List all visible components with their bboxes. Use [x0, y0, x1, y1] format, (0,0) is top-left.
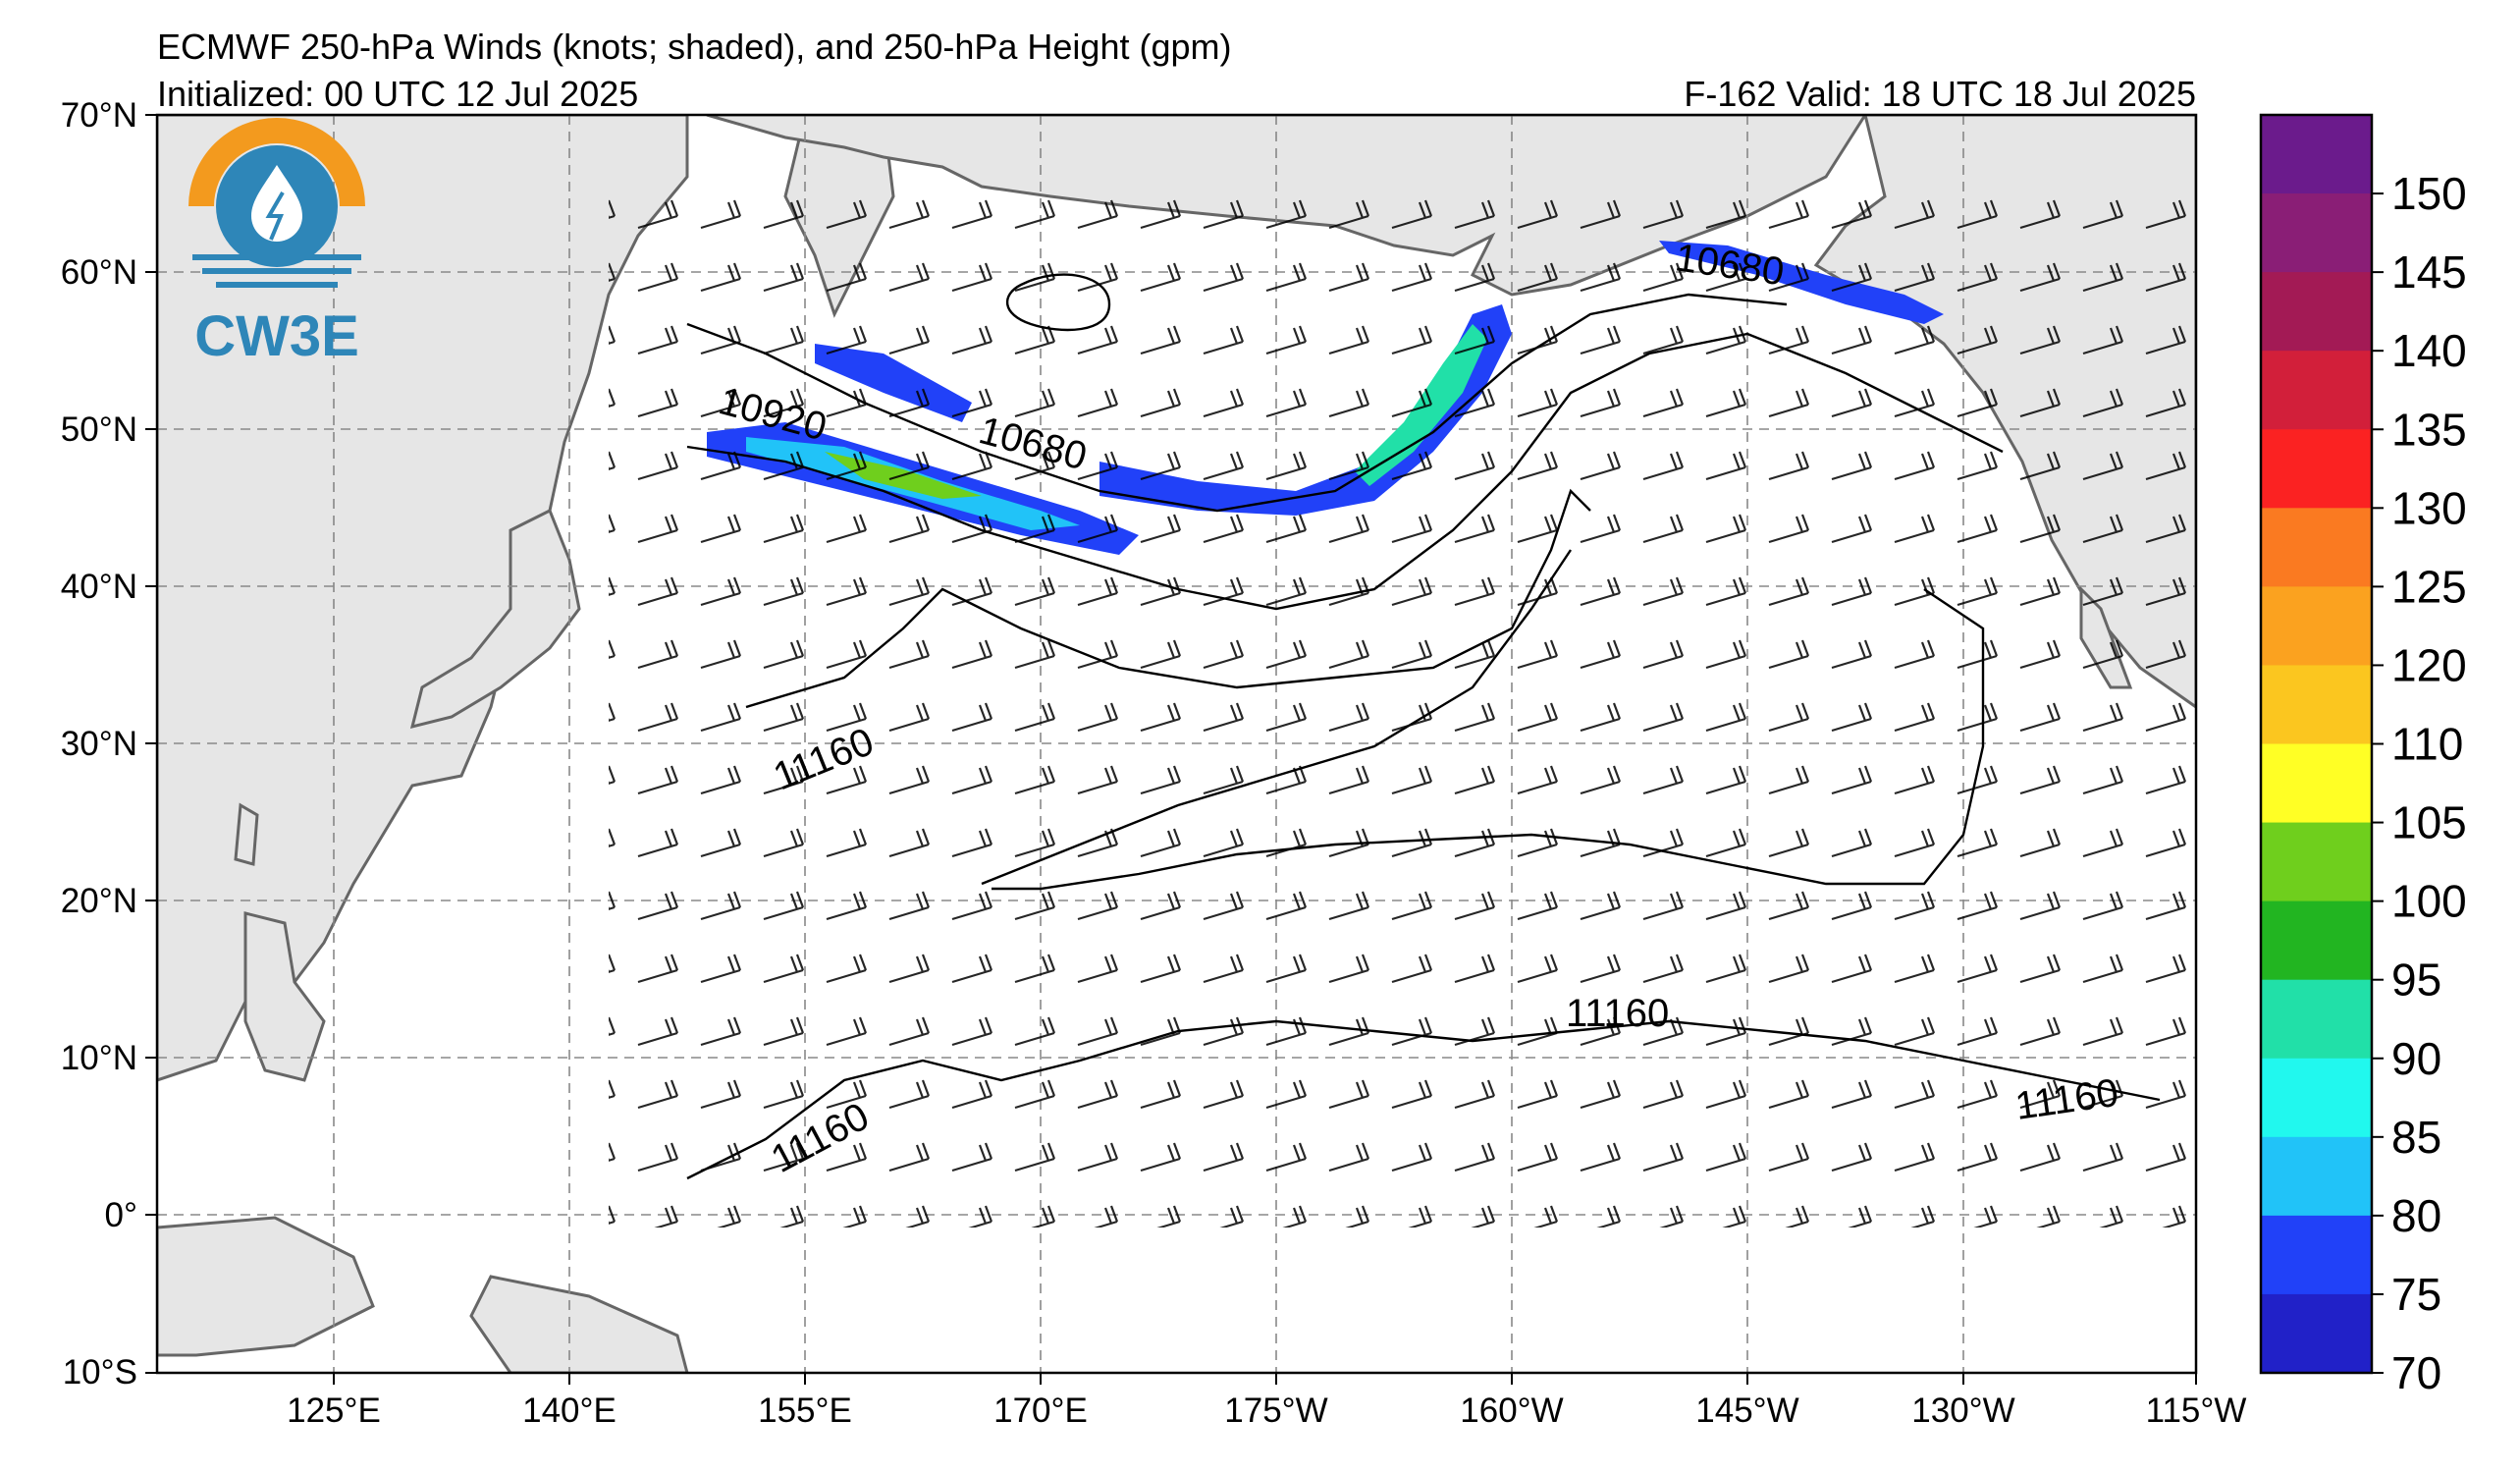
colorbar-tick-label: 135	[2391, 404, 2467, 455]
lat-label: 20°N	[61, 882, 137, 920]
valid-time-label: F-162 Valid: 18 UTC 18 Jul 2025	[1684, 74, 2196, 114]
colorbar-tick-label: 140	[2391, 325, 2467, 376]
lon-label: 145°W	[1695, 1391, 1798, 1430]
land-new-guinea	[469, 1275, 689, 1373]
colorbar-tick-label: 150	[2391, 168, 2467, 219]
lon-label: 130°W	[1911, 1391, 2014, 1430]
colorbar-swatch	[2261, 979, 2372, 1060]
contour-10920	[686, 332, 2004, 611]
colorbar-tick-label: 95	[2391, 955, 2441, 1006]
colorbar-swatch	[2261, 1215, 2372, 1295]
colorbar-swatch	[2261, 586, 2372, 666]
colorbar-tick-label: 125	[2391, 561, 2467, 612]
contour-11160-north	[745, 488, 1591, 709]
cw3e-logo: CW3E	[188, 118, 365, 368]
colorbar-swatch	[2261, 665, 2372, 744]
colorbar-swatch	[2261, 193, 2372, 273]
chart-title: ECMWF 250-hPa Winds (knots; shaded), and…	[157, 27, 1232, 67]
colorbar-swatch	[2261, 115, 2372, 194]
lat-label: 50°N	[61, 410, 137, 449]
colorbar-tick-label: 90	[2391, 1033, 2441, 1084]
colorbar-swatch	[2261, 822, 2372, 902]
map-area: 10920 10680 10680 11160 11160 11160 1116…	[157, 115, 2196, 1373]
lon-label: 160°W	[1460, 1391, 1563, 1430]
init-time-label: Initialized: 00 UTC 12 Jul 2025	[157, 74, 639, 114]
land-philippines	[243, 911, 326, 1082]
colorbar-tick-label: 85	[2391, 1112, 2441, 1163]
colorbar-swatch	[2261, 743, 2372, 824]
longitude-labels: 125°E 140°E 155°E 170°E 175°W 160°W 145°…	[287, 1391, 2246, 1430]
lon-label: 115°W	[2146, 1391, 2247, 1430]
contour-11160-east	[992, 588, 1985, 891]
lat-label: 10°N	[61, 1039, 137, 1077]
contour-10680	[686, 293, 1788, 513]
colorbar-swatch	[2261, 508, 2372, 587]
latitude-labels: 70°N 60°N 50°N 40°N 30°N 20°N 10°N 0° 10…	[61, 96, 137, 1391]
lat-label: 60°N	[61, 253, 137, 292]
lat-label: 10°S	[63, 1353, 137, 1391]
lat-label: 30°N	[61, 725, 137, 763]
contour-11160-inner	[981, 549, 1572, 886]
lat-label: 40°N	[61, 568, 137, 606]
wind-barbs	[609, 196, 2196, 1228]
colorbar-tick-label: 130	[2391, 482, 2467, 533]
contour-11160-south	[686, 1019, 2161, 1180]
colorbar-tick-label: 145	[2391, 246, 2467, 298]
colorbar-swatch	[2261, 272, 2372, 352]
logo-sun-arc	[188, 118, 365, 206]
logo-text: CW3E	[194, 304, 359, 368]
colorbar-swatch	[2261, 429, 2372, 509]
colorbar-tick-label: 75	[2391, 1269, 2441, 1320]
colorbar-swatch	[2261, 1058, 2372, 1138]
colorbar-swatch	[2261, 1136, 2372, 1217]
colorbar: 150 145 140 135 130 125 120 110 105 100 95 90 85 80 75…	[2259, 113, 2467, 1398]
colorbar-tick-label: 80	[2391, 1190, 2441, 1241]
contour-label: 11160	[1566, 992, 1669, 1035]
lon-label: 125°E	[287, 1391, 381, 1430]
lat-label: 70°N	[61, 96, 137, 135]
land-japan	[409, 508, 581, 730]
colorbar-tick-label: 110	[2391, 719, 2463, 770]
colorbar-tick-label: 100	[2391, 876, 2467, 927]
contour-small-loop	[1005, 273, 1111, 332]
lat-label: 0°	[105, 1196, 137, 1234]
colorbar-tick-label: 120	[2391, 639, 2467, 690]
lon-label: 155°E	[758, 1391, 852, 1430]
lon-label: 175°W	[1224, 1391, 1327, 1430]
colorbar-swatch	[2261, 900, 2372, 981]
colorbar-swatch	[2261, 351, 2372, 430]
colorbar-tick-label: 105	[2391, 797, 2467, 848]
lon-label: 170°E	[993, 1391, 1088, 1430]
colorbar-swatch	[2261, 1293, 2372, 1374]
land-taiwan	[234, 802, 259, 866]
lon-label: 140°E	[522, 1391, 617, 1430]
colorbar-tick-label: 70	[2391, 1347, 2441, 1398]
height-contours	[686, 273, 2161, 1180]
